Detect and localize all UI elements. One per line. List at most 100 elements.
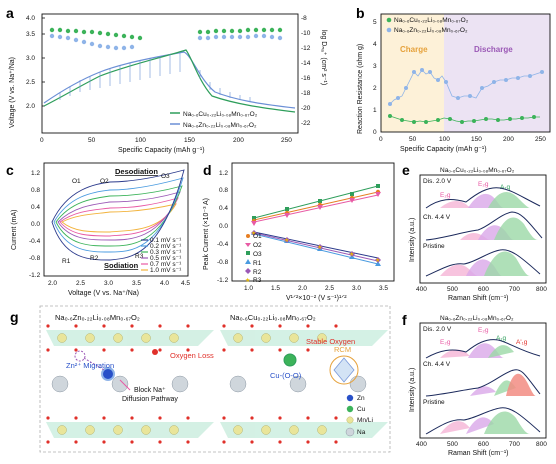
g-mnli-atoms <box>57 333 327 435</box>
d-legend-item: R2 <box>253 269 262 276</box>
f-xtick: 500 <box>447 441 458 448</box>
e-state-dis: Dis. 2.0 V <box>423 178 452 185</box>
c-ytick: -1.2 <box>29 272 41 279</box>
b-legend-cu: Na₀.₆Cu₀.₂₂Li₀.₀₈Mn₀.₆₇O₂ <box>394 17 469 24</box>
a-rtick: -16 <box>301 75 311 82</box>
g-rcm-octahedron <box>333 357 355 383</box>
a-ytick: 3.5 <box>26 31 35 38</box>
panel-g: Na₀.₆Zn₀.₂₂Li₀.₀₈Mn₀.₆₇O₂ Na₀.₆Cu₀.₂₂Li₀… <box>39 305 391 453</box>
a-xtick: 200 <box>233 137 244 144</box>
c-xtick: 4.0 <box>160 280 169 287</box>
g-species: Na <box>357 429 366 436</box>
svg-text:★: ★ <box>245 277 250 284</box>
f-xtick: 800 <box>536 441 547 448</box>
d-fit-lines <box>253 185 379 265</box>
c-xtick: 2.0 <box>48 280 57 287</box>
c-ytick: -0.8 <box>29 255 41 262</box>
g-species: Mn/Li <box>357 417 373 424</box>
svg-text:★: ★ <box>375 257 380 264</box>
e-xtick: 400 <box>416 286 427 293</box>
e-xtick: 500 <box>447 286 458 293</box>
e-mode-2: E₂g <box>478 181 489 188</box>
f-state-pristine: Pristine <box>423 399 445 406</box>
panel-letter-f: f <box>402 312 407 328</box>
d-ytick: 0.8 <box>219 187 228 194</box>
b-ytick: 1 <box>373 107 377 114</box>
e-state-ch: Ch. 4.4 V <box>423 214 451 221</box>
e-xtick: 800 <box>536 286 547 293</box>
g-right-title: Na₀.₆Cu₀.₂₂Li₀.₀₈Mn₀.₆₇O₂ <box>230 313 316 322</box>
c-y-ticks: 1.2 0.8 0.4 0.0 -0.4 -0.8 -1.2 <box>29 170 41 279</box>
panel-letter-d: d <box>203 162 212 178</box>
d-xtick: 3.0 <box>352 285 361 292</box>
b-ytick: 3 <box>373 63 377 70</box>
c-peak-R3: R3 <box>135 253 144 260</box>
d-points: ★ ★ ★ ★ ★ <box>251 184 381 266</box>
d-xtick: 1.5 <box>271 285 280 292</box>
d-legend-item: O3 <box>253 251 262 258</box>
b-discharge-label: Discharge <box>474 45 513 54</box>
b-legend: Na₀.₆Cu₀.₂₂Li₀.₀₈Mn₀.₆₇O₂ Na₀.₆Zn₀.₂₂Li₀… <box>386 17 469 34</box>
panel-letter-b: b <box>356 5 365 21</box>
g-species: Cu <box>357 406 366 413</box>
d-xtick: 2.0 <box>298 285 307 292</box>
c-legend-item: 0.7 mV s⁻¹ <box>150 261 182 268</box>
d-ytick: 1.2 <box>219 170 228 177</box>
a-ylabel-right: log Dₙₐ⁺ (cm² s⁻¹) <box>320 30 327 85</box>
d-legend-item: R1 <box>253 260 262 267</box>
g-block-na: Block Na⁺ <box>134 387 166 394</box>
f-mode-4: A'₁g <box>516 339 528 346</box>
d-ytick: 0.0 <box>219 223 228 230</box>
g-rcm: RCM <box>334 345 351 354</box>
e-title: Na₀.₆Cu₀.₂₂Li₀.₀₈Mn₀.₆₇O₂ <box>440 167 515 174</box>
d-x-ticks: 1.0 1.5 2.0 2.5 3.0 3.5 <box>244 285 388 292</box>
panel-letter-g: g <box>10 309 19 325</box>
a-rtick: -12 <box>301 45 311 52</box>
c-peak-O2: O2 <box>100 178 109 185</box>
g-stable-oxygen: Stable Oxygen <box>306 337 355 346</box>
a-ytick: 2.5 <box>26 79 35 86</box>
f-spectrum-pristine <box>425 407 541 435</box>
b-legend-zn: Na₀.₆Zn₀.₂₂Li₀.₀₈Mn₀.₆₇O₂ <box>394 27 468 34</box>
d-ylabel: Peak Current (×10⁻³ A) <box>203 198 210 270</box>
panel-letter-c: c <box>6 162 14 178</box>
e-xlabel: Raman Shift (cm⁻¹) <box>448 295 508 302</box>
b-y-ticks: 0 1 2 3 4 5 <box>373 19 377 136</box>
b-xtick: 150 <box>471 136 482 143</box>
c-ytick: 0.4 <box>31 204 40 211</box>
c-xtick: 4.5 <box>181 280 190 287</box>
c-legend-item: 0.2 mV s⁻¹ <box>150 243 182 250</box>
g-block-arrow <box>119 379 131 391</box>
a-voltage-cu <box>43 49 296 113</box>
a-rtick: -18 <box>301 90 311 97</box>
d-ytick: -0.8 <box>217 259 229 266</box>
c-sodiation: Sodiation <box>104 261 139 270</box>
a-logD-cu-dots <box>49 27 283 41</box>
svg-text:★: ★ <box>284 237 289 244</box>
panel-d: 1.2 0.8 0.4 0.0 -0.4 -0.8 -1.2 1.0 1.5 2… <box>203 162 395 302</box>
c-cv-loops <box>51 169 185 261</box>
d-y-ticks: 1.2 0.8 0.4 0.0 -0.4 -0.8 -1.2 <box>217 170 229 284</box>
b-series-zn <box>389 69 543 105</box>
b-x-ticks: 0 50 100 150 200 250 <box>379 136 546 143</box>
c-legend-item: 0.5 mV s⁻¹ <box>150 255 182 262</box>
a-rtick: -8 <box>301 15 307 22</box>
b-xtick: 200 <box>503 136 514 143</box>
panel-b: Charge Discharge 0 1 2 3 4 5 0 50 100 15… <box>357 13 551 153</box>
g-oxygen-loss-icon <box>152 349 158 355</box>
b-xtick: 0 <box>379 136 383 143</box>
c-xtick: 3.0 <box>104 280 113 287</box>
a-xtick: 0 <box>40 137 44 144</box>
d-ytick: 0.4 <box>219 205 228 212</box>
a-ytick: 3.0 <box>26 55 35 62</box>
a-xtick: 250 <box>281 137 292 144</box>
panel-letter-a: a <box>6 5 14 21</box>
f-xtick: 700 <box>509 441 520 448</box>
f-ylabel: Intensity (a.u.) <box>409 368 416 412</box>
b-ytick: 4 <box>373 41 377 48</box>
a-xtick: 50 <box>88 137 96 144</box>
d-legend-item: O1 <box>253 233 262 240</box>
e-state-pristine: Pristine <box>423 243 445 250</box>
d-ytick: -0.4 <box>217 241 229 248</box>
c-ytick: 0.8 <box>31 187 40 194</box>
